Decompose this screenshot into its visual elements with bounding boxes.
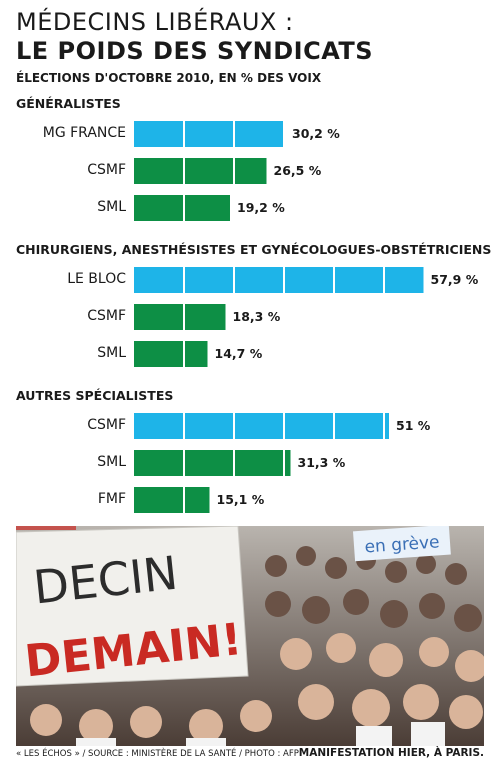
category-label: SML [97,345,126,361]
value-label: 18,3 % [232,309,281,324]
category-label: FMF [97,491,126,507]
bar [134,450,291,476]
photo-caption: MANIFESTATION HIER, À PARIS. [298,747,484,759]
value-label: 14,7 % [214,346,263,361]
bar [134,158,267,184]
bar [134,413,389,439]
category-label: CSMF [87,162,126,178]
subtitle: ÉLECTIONS D'OCTOBRE 2010, EN % DES VOIX [16,71,322,85]
section-title: GÉNÉRALISTES [16,96,121,111]
value-label: 15,1 % [216,492,265,507]
section-title: AUTRES SPÉCIALISTES [16,388,174,403]
bar [134,267,424,293]
title-line-2: LE POIDS DES SYNDICATS [16,37,374,65]
value-label: 57,9 % [430,272,479,287]
category-label: SML [97,199,126,215]
source-note: « LES ÉCHOS » / SOURCE : MINISTÈRE DE LA… [16,749,299,759]
bar-chart [134,121,424,513]
value-label: 31,3 % [297,455,346,470]
bar [134,487,210,513]
category-label: MG FRANCE [42,125,126,141]
category-label: LE BLOC [67,271,126,287]
photo-illustration: en grève DECIN DEMAIN! [16,526,484,746]
bar [134,195,230,221]
category-label: CSMF [87,417,126,433]
value-label: 26,5 % [273,163,322,178]
section-title: CHIRURGIENS, ANESTHÉSISTES ET GYNÉCOLOGU… [16,242,492,257]
value-label: 19,2 % [237,200,285,215]
demonstration-photo: en grève DECIN DEMAIN! [16,526,484,746]
category-label: SML [97,454,126,470]
value-label: 30,2 % [292,126,340,141]
category-label: CSMF [87,308,126,324]
bar [134,341,208,367]
bar [134,121,285,147]
title-line-1: MÉDECINS LIBÉRAUX : [16,8,294,36]
value-label: 51 % [396,418,431,433]
bar [134,304,226,330]
